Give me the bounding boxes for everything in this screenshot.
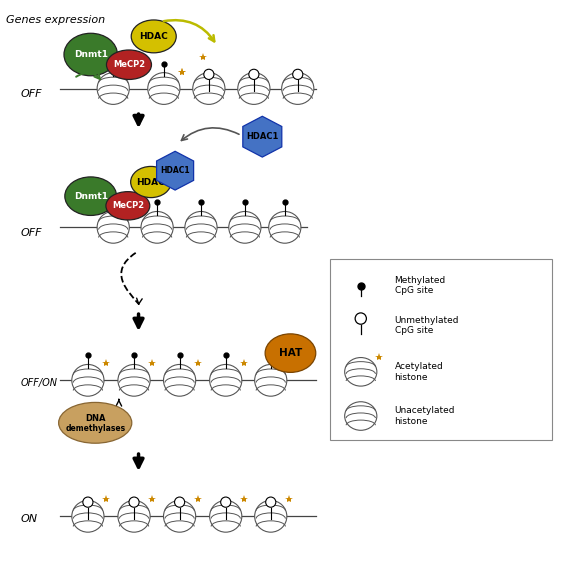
Ellipse shape <box>210 365 242 396</box>
Text: Genes expression: Genes expression <box>6 15 105 25</box>
Ellipse shape <box>106 191 150 220</box>
Text: OFF: OFF <box>20 89 42 99</box>
Polygon shape <box>243 116 282 157</box>
Ellipse shape <box>64 34 117 76</box>
Bar <box>330 258 552 440</box>
Ellipse shape <box>265 334 316 373</box>
Text: demethylases: demethylases <box>65 424 125 433</box>
Ellipse shape <box>65 177 117 215</box>
Text: OFF/ON: OFF/ON <box>20 378 58 388</box>
Text: HAT: HAT <box>279 348 302 358</box>
Ellipse shape <box>281 73 314 105</box>
Ellipse shape <box>268 211 301 243</box>
Ellipse shape <box>72 500 104 532</box>
Ellipse shape <box>193 73 225 105</box>
Ellipse shape <box>72 365 104 396</box>
Ellipse shape <box>210 500 242 532</box>
Circle shape <box>221 497 231 507</box>
Circle shape <box>83 497 93 507</box>
Ellipse shape <box>255 500 287 532</box>
Ellipse shape <box>255 365 287 396</box>
Circle shape <box>204 69 214 80</box>
Ellipse shape <box>118 500 150 532</box>
Text: Acetylated
histone: Acetylated histone <box>395 362 443 382</box>
Ellipse shape <box>59 402 132 443</box>
Ellipse shape <box>185 211 217 243</box>
Text: Methylated
CpG site: Methylated CpG site <box>395 276 446 295</box>
Ellipse shape <box>229 211 261 243</box>
Ellipse shape <box>345 357 377 386</box>
Ellipse shape <box>238 73 270 105</box>
Text: Dnmt1: Dnmt1 <box>74 191 108 201</box>
Ellipse shape <box>97 211 129 243</box>
Circle shape <box>174 497 184 507</box>
Circle shape <box>266 497 276 507</box>
Ellipse shape <box>164 365 196 396</box>
Ellipse shape <box>148 73 180 105</box>
Ellipse shape <box>164 500 196 532</box>
Text: Unmethylated
CpG site: Unmethylated CpG site <box>395 316 459 335</box>
Text: ON: ON <box>20 514 38 524</box>
Ellipse shape <box>107 50 152 80</box>
Circle shape <box>293 69 303 80</box>
Ellipse shape <box>345 402 377 431</box>
Circle shape <box>355 313 367 324</box>
Text: HDAC1: HDAC1 <box>246 132 279 141</box>
Text: HDAC1: HDAC1 <box>160 166 190 175</box>
Text: Unacetylated
histone: Unacetylated histone <box>395 406 455 426</box>
Text: HDAC: HDAC <box>139 32 168 41</box>
Polygon shape <box>157 151 193 190</box>
Text: HDAC: HDAC <box>136 178 165 186</box>
Text: MeCP2: MeCP2 <box>113 60 145 69</box>
Ellipse shape <box>97 73 129 105</box>
Circle shape <box>129 497 139 507</box>
Ellipse shape <box>131 166 171 198</box>
Text: DNA: DNA <box>85 414 105 423</box>
Text: OFF: OFF <box>20 228 42 238</box>
Text: Dnmt1: Dnmt1 <box>74 50 108 59</box>
Text: MeCP2: MeCP2 <box>112 201 144 210</box>
Ellipse shape <box>118 365 150 396</box>
Circle shape <box>249 69 259 80</box>
Ellipse shape <box>141 211 173 243</box>
Ellipse shape <box>131 20 176 53</box>
